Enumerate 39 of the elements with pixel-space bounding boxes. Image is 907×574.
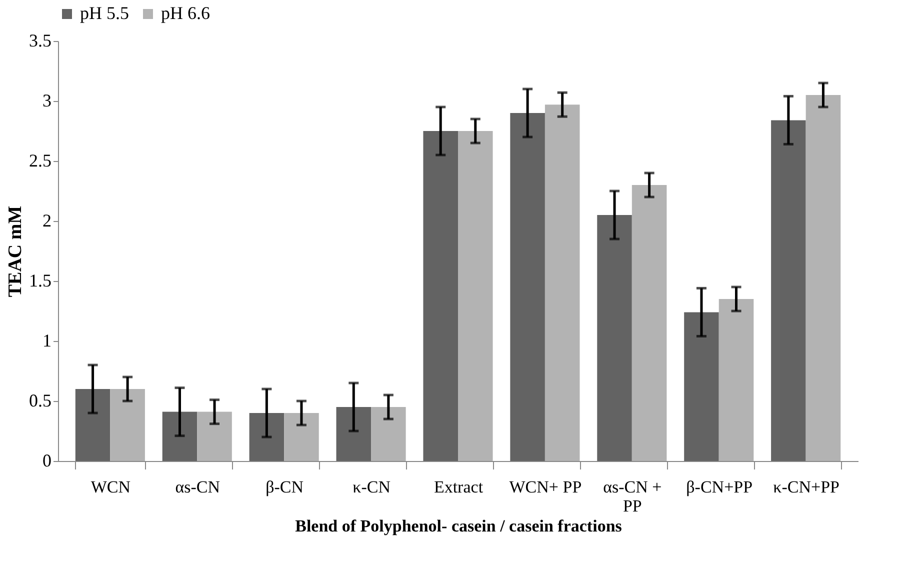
x-tick-label: Extract <box>434 478 484 496</box>
bar <box>458 131 493 461</box>
y-tick-label: 0.5 <box>29 390 52 410</box>
x-tick-label: αs-CN <box>175 478 220 496</box>
y-tick-label: 2.5 <box>29 150 52 170</box>
bar <box>684 312 719 461</box>
bar <box>510 113 545 461</box>
y-tick-label: 3 <box>42 90 52 110</box>
y-tick-label: 1 <box>42 330 52 350</box>
bar <box>806 95 841 461</box>
bar <box>336 407 372 461</box>
legend-label: pH 6.6 <box>161 3 210 23</box>
bar <box>284 413 319 461</box>
legend-label: pH 5.5 <box>80 3 129 23</box>
y-tick-label: 3.5 <box>29 30 52 50</box>
x-tick-label: β-CN+PP <box>686 478 753 496</box>
bar <box>597 215 632 461</box>
x-tick-label: WCN <box>90 478 131 496</box>
bar <box>718 299 754 461</box>
x-axis-title: Blend of Polyphenol- casein / casein fractions <box>295 516 622 536</box>
bar <box>632 185 667 461</box>
bar <box>771 120 806 461</box>
x-tick-label: κ-CN <box>352 478 390 496</box>
x-tick-label: β-CN <box>266 478 304 496</box>
bar <box>423 131 458 461</box>
bar <box>75 389 110 461</box>
x-tick-label: WCN+ PP <box>509 478 582 496</box>
x-tick-label: κ-CN+PP <box>773 478 840 496</box>
bar <box>110 389 145 461</box>
x-tick-label: αs-CN + PP <box>603 478 662 516</box>
bar <box>162 412 198 461</box>
bar <box>197 412 232 461</box>
y-axis-title: TEAC mM <box>5 206 26 298</box>
y-tick-label: 1.5 <box>29 270 52 290</box>
y-tick-label: 2 <box>42 210 52 230</box>
bar <box>544 104 580 461</box>
bar <box>371 407 406 461</box>
y-tick-label: 0 <box>42 450 52 470</box>
bar <box>249 413 284 461</box>
